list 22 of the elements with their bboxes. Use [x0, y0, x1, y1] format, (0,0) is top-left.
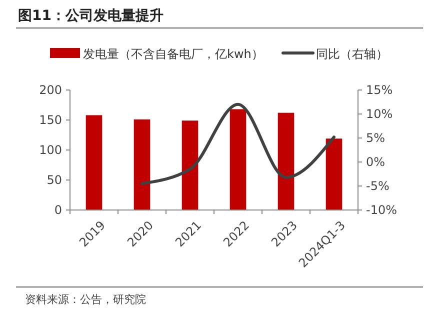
y2-tick-label: -10%	[366, 203, 398, 218]
y2-tick-label: -5%	[366, 179, 390, 194]
y2-tick-label: 10%	[366, 107, 393, 122]
y-tick-label: 50	[46, 173, 62, 188]
y-tick-label: 200	[39, 83, 62, 98]
bar	[326, 138, 342, 210]
bar	[278, 112, 294, 210]
y2-tick-label: 15%	[366, 83, 393, 98]
legend-label: 发电量（不含自备电厂，亿kwh）	[83, 47, 264, 61]
y-tick-label: 100	[39, 143, 62, 158]
chart-title: 图11：公司发电量提升	[18, 7, 164, 24]
bar	[134, 119, 150, 210]
y-tick-label: 150	[39, 113, 62, 128]
y-tick-label: 0	[54, 203, 62, 218]
y2-tick-label: 5%	[366, 131, 386, 146]
y2-tick-label: 0%	[366, 155, 386, 170]
bar	[182, 120, 198, 210]
line-series	[140, 102, 336, 186]
bar	[230, 109, 246, 210]
text: 资料来源：公告，研究院	[25, 293, 146, 306]
bar	[86, 115, 102, 210]
legend-label: 同比（右轴）	[316, 47, 388, 61]
